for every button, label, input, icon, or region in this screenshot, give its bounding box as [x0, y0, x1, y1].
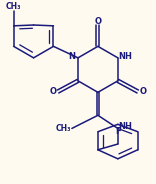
- Text: NH: NH: [119, 52, 132, 61]
- Text: F: F: [115, 127, 121, 136]
- Text: O: O: [94, 17, 101, 26]
- Text: N: N: [68, 52, 75, 61]
- Text: CH₃: CH₃: [56, 124, 71, 133]
- Text: NH: NH: [119, 122, 132, 131]
- Text: O: O: [140, 87, 147, 96]
- Text: CH₃: CH₃: [6, 2, 21, 11]
- Text: O: O: [49, 87, 56, 96]
